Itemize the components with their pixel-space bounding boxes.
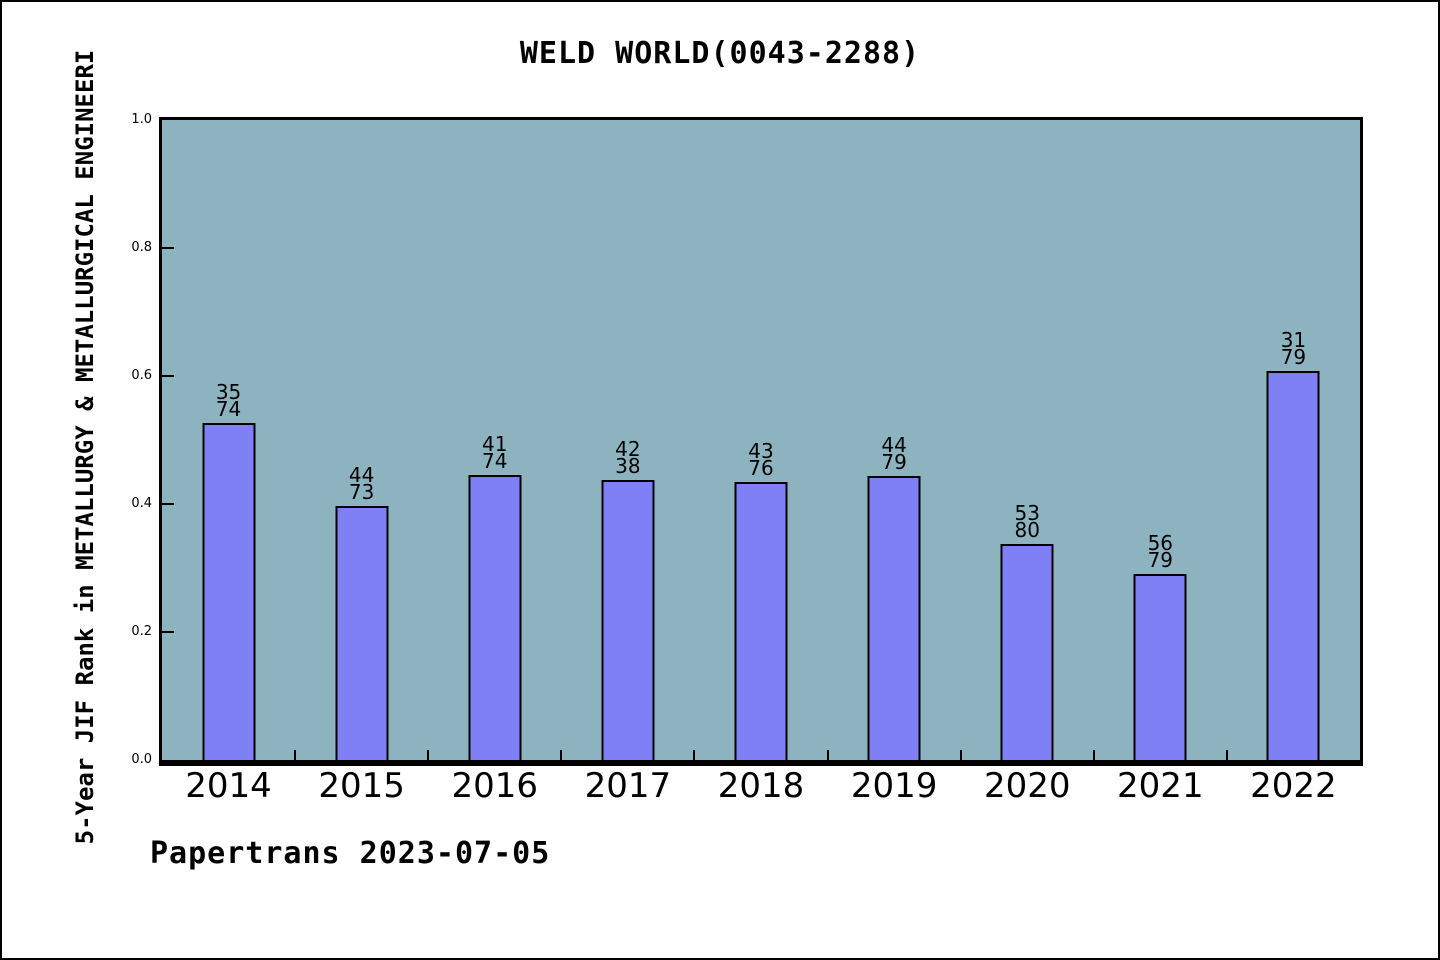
bar-rank: 42 [615, 436, 641, 461]
bar [202, 422, 256, 760]
x-tick-mark [959, 750, 962, 760]
bar-group: 56 79 [1094, 120, 1227, 760]
plot-area: 35 74 44 73 41 74 42 38 [159, 117, 1363, 766]
bar-rank: 35 [215, 379, 242, 404]
bar-total: 74 [215, 396, 242, 421]
y-tick-mark [162, 503, 174, 505]
chart-title: WELD WORLD(0043-2288) [519, 36, 921, 71]
bar-total: 79 [1147, 547, 1174, 572]
y-tick-label: 0.2 [131, 624, 152, 639]
bar-value-label: 56 79 [1147, 530, 1174, 572]
y-tick-mark [162, 247, 174, 249]
bar-rank: 43 [748, 439, 774, 464]
bar-group: 41 74 [428, 120, 561, 760]
x-tick-label: 2018 [717, 766, 805, 806]
bar-total: 38 [615, 453, 641, 478]
y-tick-label: 0.8 [131, 240, 152, 255]
bar-rank: 56 [1147, 530, 1174, 555]
bar-value-label: 31 79 [1280, 327, 1307, 369]
bar-total: 80 [1014, 517, 1040, 542]
y-tick-label: 0.0 [131, 752, 152, 767]
bar-group: 44 73 [295, 120, 428, 760]
x-tick-label: 2021 [1117, 766, 1204, 806]
bar-value-label: 44 79 [881, 433, 907, 475]
bar [1266, 370, 1320, 760]
bar-rank: 41 [482, 431, 508, 456]
bar-group: 31 79 [1227, 120, 1360, 760]
bar-value-label: 53 80 [1014, 500, 1040, 542]
bar-group: 35 74 [162, 120, 295, 760]
y-tick-label: 1.0 [131, 112, 152, 127]
x-tick-label: 2019 [850, 766, 938, 806]
bar-value-label: 42 38 [615, 436, 641, 478]
x-tick-mark [1092, 750, 1095, 760]
bar-total: 79 [881, 450, 907, 475]
x-tick-label: 2017 [584, 766, 672, 806]
x-tick-mark [294, 750, 297, 760]
bar [1133, 573, 1187, 760]
x-tick-label: 2016 [451, 766, 539, 806]
x-axis: 2014 2015 2016 2017 2018 2019 2020 2021 … [162, 766, 1360, 808]
bar-total: 73 [348, 479, 375, 504]
y-tick-label: 0.4 [131, 496, 152, 511]
bar-rank: 53 [1014, 500, 1040, 525]
bar-group: 42 38 [561, 120, 694, 760]
x-tick-mark [693, 750, 696, 760]
bar [468, 474, 522, 760]
x-tick-label: 2015 [318, 766, 405, 806]
bar-value-label: 35 74 [215, 379, 242, 421]
y-tick-label: 0.6 [131, 368, 152, 383]
y-axis-label: 5-Year JIF Rank in METALLURGY & METALLUR… [71, 49, 99, 845]
bar [867, 476, 921, 760]
x-tick-label: 2020 [983, 766, 1071, 806]
bar-rank: 44 [348, 462, 375, 487]
bar-total: 79 [1280, 344, 1307, 369]
bar [335, 505, 389, 760]
x-tick-label: 2014 [185, 766, 272, 806]
bar-group: 43 76 [694, 120, 827, 760]
bar [601, 479, 655, 760]
x-tick-mark [1225, 750, 1228, 760]
y-tick-mark [162, 375, 174, 377]
y-tick-mark [162, 631, 174, 633]
x-tick-label: 2022 [1250, 766, 1337, 806]
bar-value-label: 44 73 [348, 462, 375, 504]
x-tick-mark [560, 750, 563, 760]
bar-rank: 44 [881, 433, 907, 458]
watermark-text: Papertrans 2023-07-05 [150, 836, 551, 871]
bar-value-label: 43 76 [748, 439, 774, 481]
x-tick-mark [427, 750, 430, 760]
bar-value-label: 41 74 [482, 431, 508, 473]
bar [1000, 543, 1054, 760]
bar-group: 44 79 [828, 120, 961, 760]
bar [734, 482, 788, 760]
bar-group: 53 80 [961, 120, 1094, 760]
bar-total: 74 [482, 448, 508, 473]
bar-total: 76 [748, 456, 774, 481]
bar-rank: 31 [1280, 327, 1307, 352]
x-tick-mark [826, 750, 829, 760]
